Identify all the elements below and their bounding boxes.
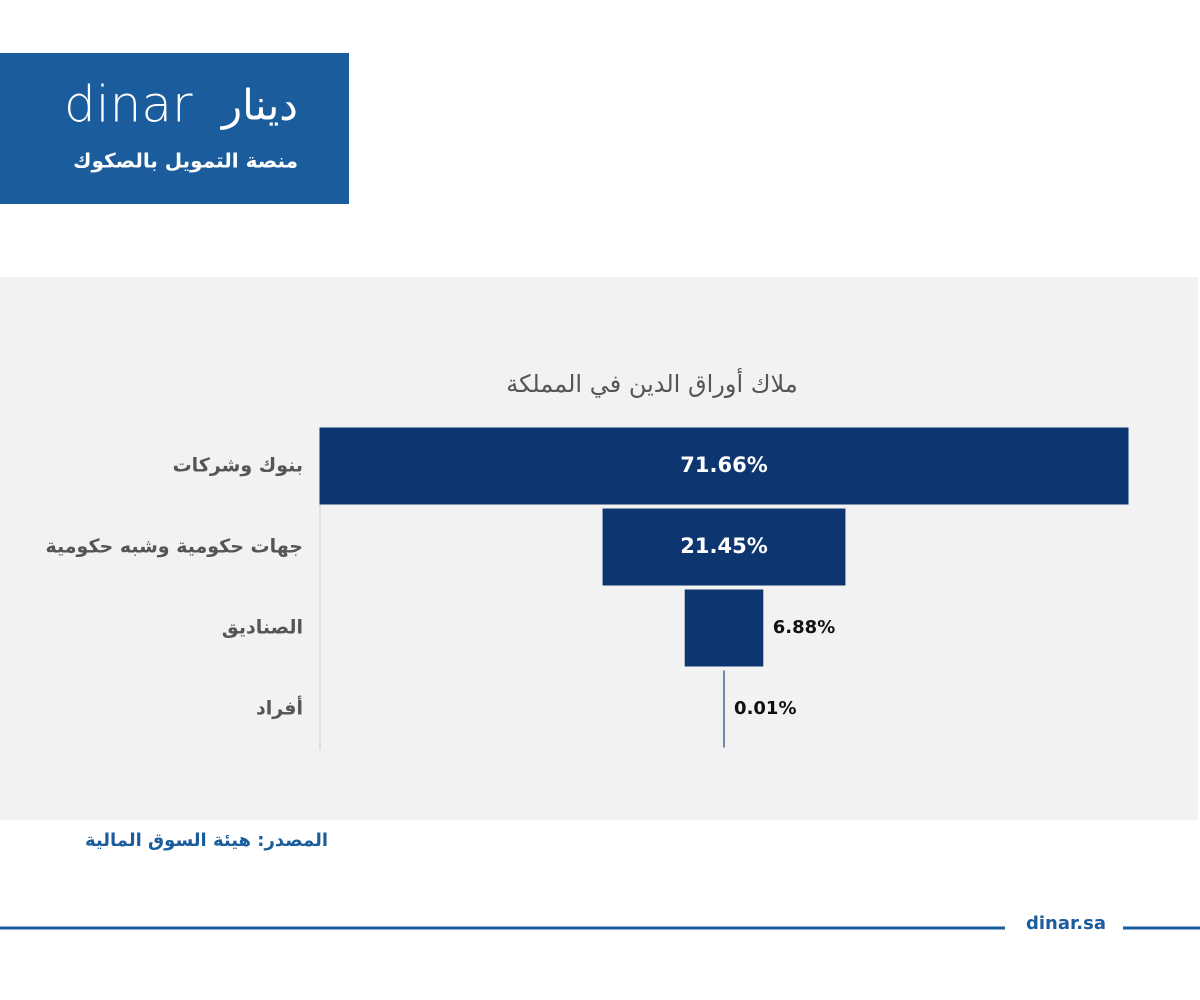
category-label: بنوك وشركات bbox=[173, 455, 303, 477]
chart-panel bbox=[0, 277, 1198, 820]
funnel-bar bbox=[319, 427, 1129, 505]
funnel-bar bbox=[602, 508, 846, 586]
source: المصدر: هيئة السوق المالية bbox=[85, 830, 328, 851]
category-label: جهات حكومية وشبه حكومية bbox=[46, 536, 303, 558]
logo-box bbox=[0, 53, 349, 204]
value-label: 0.01% bbox=[734, 698, 796, 719]
category-label: الصناديق bbox=[222, 617, 303, 639]
footer-site: dinar.sa bbox=[1026, 913, 1106, 934]
logo-arabic: دينار bbox=[220, 81, 298, 130]
tagline: منصة التمويل بالصكوك bbox=[73, 149, 298, 173]
logo-latin: dinar bbox=[64, 76, 193, 134]
value-label: 6.88% bbox=[773, 617, 835, 638]
chart-title: ملاك أوراق الدين في المملكة bbox=[506, 368, 797, 398]
funnel-bar bbox=[684, 589, 764, 667]
category-label: أفراد bbox=[256, 696, 303, 720]
value-label: 21.45% bbox=[680, 534, 767, 558]
value-label: 71.66% bbox=[680, 453, 767, 477]
